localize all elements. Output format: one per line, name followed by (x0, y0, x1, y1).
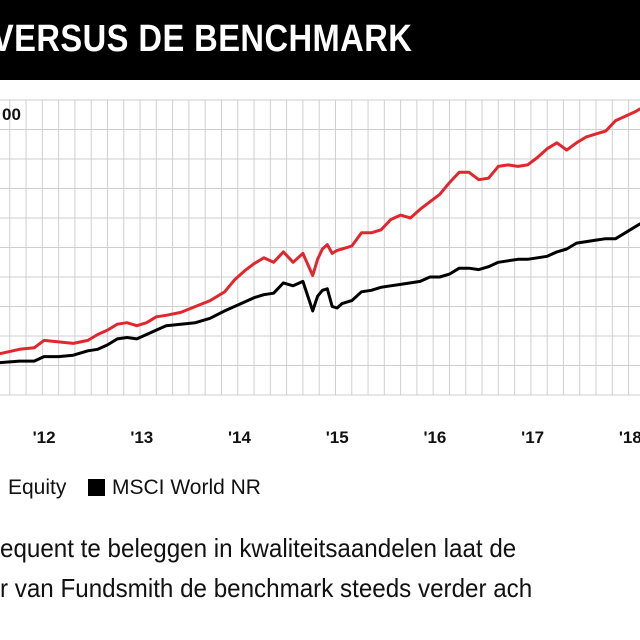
chart-caption: equent te beleggen in kwaliteitsaandelen… (0, 528, 640, 628)
legend-label-msci: MSCI World NR (112, 476, 261, 499)
x-tick-label: '15 (326, 428, 349, 447)
y-axis-label: 00 (2, 105, 21, 124)
legend-item-equity: Equity (8, 476, 66, 500)
x-tick-label: '14 (228, 428, 251, 447)
series-line-msci (0, 222, 640, 365)
chart-area: 00 '12 '13 '14 '15 '16 '17 '18 (0, 80, 640, 470)
series-line-equity (0, 107, 640, 356)
x-tick-label: '16 (423, 428, 446, 447)
caption-line-1: equent te beleggen in kwaliteitsaandelen… (0, 533, 517, 563)
legend-swatch-msci (88, 479, 105, 496)
legend-item-msci: MSCI World NR (112, 476, 261, 500)
x-tick-label: '12 (33, 428, 56, 447)
legend-label-equity: Equity (8, 476, 67, 499)
chart-title-bar: TH VERSUS DE BENCHMARK (0, 0, 640, 80)
chart-title: TH VERSUS DE BENCHMARK (0, 18, 413, 60)
chart-legend: Equity MSCI World NR (0, 474, 640, 502)
line-chart: 00 '12 '13 '14 '15 '16 '17 '18 (0, 99, 640, 447)
x-tick-label: '13 (130, 428, 153, 447)
caption-line-2: r van Fundsmith de benchmark steeds verd… (0, 573, 533, 603)
x-tick-label: '18 (619, 428, 640, 447)
x-tick-label: '17 (521, 428, 544, 447)
